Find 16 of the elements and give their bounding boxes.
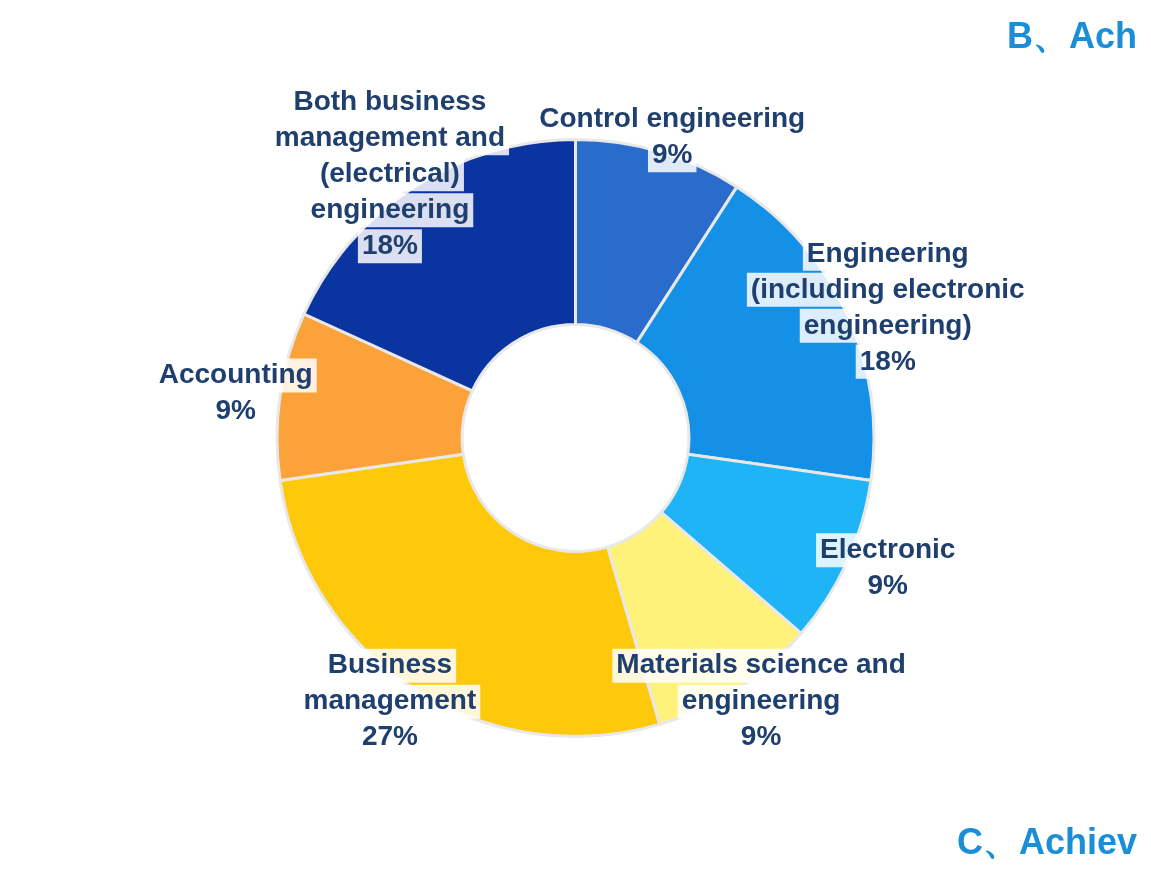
slice-label: Engineering (including electronic engineering) xyxy=(750,236,1025,340)
slice-label: Electronic xyxy=(820,532,956,564)
slice-label: Control engineering xyxy=(539,101,806,133)
slice-label: Materials science and engineering xyxy=(616,648,906,716)
data-label: 9% xyxy=(215,394,257,426)
data-label: 9% xyxy=(867,568,909,600)
data-label: 27% xyxy=(361,720,419,752)
data-label: 9% xyxy=(740,720,782,752)
data-label: 18% xyxy=(361,229,419,261)
slice-label: Business management xyxy=(303,648,477,716)
text: C、Achiev xyxy=(956,820,1137,862)
data-label: 18% xyxy=(859,344,916,376)
data-label: 9% xyxy=(651,137,693,169)
slice-label: Accounting xyxy=(158,358,313,390)
slice-label: Both business management and (electrical) engineering xyxy=(274,85,506,225)
text: B、Ach xyxy=(1006,14,1137,56)
